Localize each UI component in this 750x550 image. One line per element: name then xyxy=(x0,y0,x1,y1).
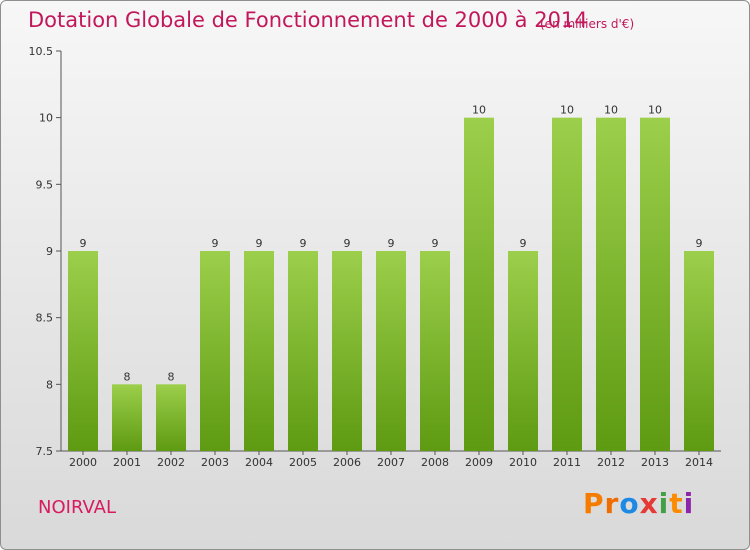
y-tick-label: 10.5 xyxy=(29,45,54,58)
y-tick-label: 7.5 xyxy=(36,445,54,458)
bar-value-label: 9 xyxy=(696,237,703,250)
bar xyxy=(288,251,318,451)
bar xyxy=(332,251,362,451)
bar xyxy=(508,251,538,451)
logo-letter: t xyxy=(669,487,684,520)
chart-title: Dotation Globale de Fonctionnement de 20… xyxy=(28,8,588,32)
bar xyxy=(420,251,450,451)
y-tick-label: 8.5 xyxy=(36,312,54,325)
logo-letter: i xyxy=(658,487,670,520)
bar xyxy=(464,117,494,452)
bar xyxy=(244,251,274,451)
x-tick-label: 2014 xyxy=(685,456,713,469)
x-tick-label: 2006 xyxy=(333,456,361,469)
x-tick-label: 2002 xyxy=(157,456,185,469)
bar-value-label: 9 xyxy=(80,237,87,250)
x-tick-label: 2003 xyxy=(201,456,229,469)
x-tick-label: 2001 xyxy=(113,456,141,469)
bar xyxy=(596,117,626,452)
bar-value-label: 9 xyxy=(520,237,527,250)
bar-value-label: 9 xyxy=(388,237,395,250)
bar xyxy=(376,251,406,451)
bar xyxy=(156,384,186,451)
x-tick-label: 2013 xyxy=(641,456,669,469)
bar xyxy=(684,251,714,451)
bar-value-label: 9 xyxy=(432,237,439,250)
x-tick-label: 2000 xyxy=(69,456,97,469)
x-tick-label: 2010 xyxy=(509,456,537,469)
y-tick-label: 9.5 xyxy=(36,178,54,191)
x-tick-label: 2012 xyxy=(597,456,625,469)
bar-value-label: 8 xyxy=(168,370,175,383)
bar-value-label: 10 xyxy=(472,104,486,117)
y-tick-label: 9 xyxy=(46,245,53,258)
bar-value-label: 10 xyxy=(648,104,662,117)
bar-value-label: 9 xyxy=(256,237,263,250)
bar xyxy=(552,117,582,452)
proxiti-logo: Proxiti xyxy=(583,487,694,520)
bar xyxy=(68,251,98,451)
bar-value-label: 9 xyxy=(212,237,219,250)
x-tick-label: 2007 xyxy=(377,456,405,469)
y-tick-label: 8 xyxy=(46,378,53,391)
logo-letter: i xyxy=(683,487,695,520)
x-tick-label: 2009 xyxy=(465,456,493,469)
y-tick-label: 10 xyxy=(39,112,53,125)
chart-subtitle: (en milliers d'€) xyxy=(540,17,635,31)
bar-value-label: 10 xyxy=(604,104,618,117)
bar xyxy=(112,384,142,451)
logo-letter: P xyxy=(583,487,605,520)
bar xyxy=(200,251,230,451)
logo-letter: o xyxy=(619,487,640,520)
x-tick-label: 2004 xyxy=(245,456,273,469)
bar xyxy=(640,117,670,452)
x-tick-label: 2011 xyxy=(553,456,581,469)
logo-letter: x xyxy=(639,487,659,520)
commune-name: NOIRVAL xyxy=(38,497,116,518)
x-tick-label: 2008 xyxy=(421,456,449,469)
bar-value-label: 8 xyxy=(124,370,131,383)
bar-value-label: 9 xyxy=(344,237,351,250)
logo-letter: r xyxy=(604,487,620,520)
bar-value-label: 9 xyxy=(300,237,307,250)
bar-value-label: 10 xyxy=(560,104,574,117)
x-tick-label: 2005 xyxy=(289,456,317,469)
